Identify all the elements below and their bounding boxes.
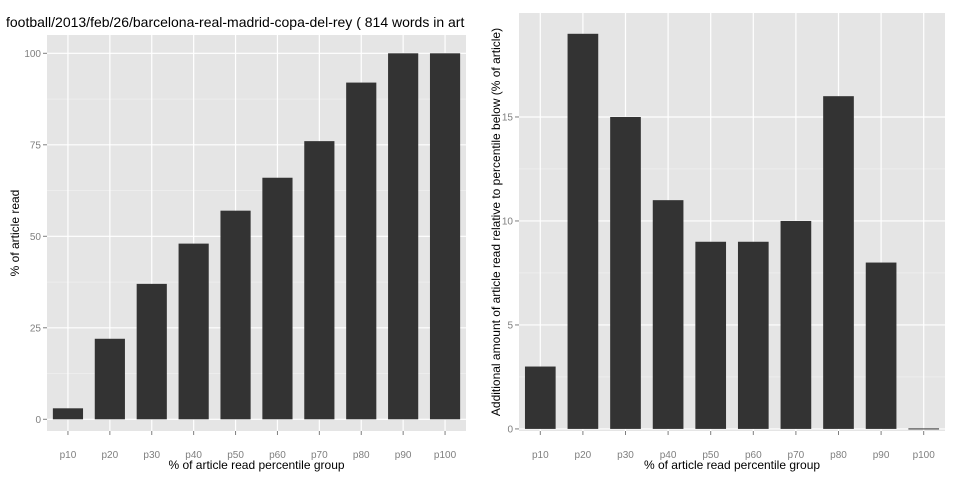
- right-y-axis-title: Additional amount of article read relati…: [489, 28, 503, 416]
- y-tick-label: 25: [30, 323, 42, 334]
- x-tick-label: p70: [311, 450, 328, 461]
- x-tick-label: p10: [532, 450, 549, 461]
- bar-p100: [429, 53, 461, 420]
- x-tick-label: p10: [60, 450, 77, 461]
- y-tick-label: 50: [30, 232, 42, 243]
- bar-p60: [737, 241, 769, 429]
- left-y-ticks: 0 25 50 75 100: [24, 49, 47, 426]
- x-tick-label: p40: [185, 450, 202, 461]
- x-tick-label: p90: [395, 450, 412, 461]
- bar-p40: [652, 200, 684, 429]
- right-x-axis-title: % of article read percentile group: [644, 458, 820, 472]
- bar-p20: [567, 33, 599, 429]
- left-bars: [52, 53, 461, 420]
- bar-p80: [346, 82, 377, 420]
- x-tick-label: p100: [913, 450, 936, 461]
- x-tick-label: p30: [143, 450, 160, 461]
- x-tick-label: p50: [702, 450, 719, 461]
- y-tick-label: 10: [502, 216, 514, 227]
- bar-p50: [695, 241, 727, 429]
- bar-p90: [865, 262, 897, 429]
- x-tick-label: p40: [660, 450, 677, 461]
- right-x-ticks: p10 p20 p30 p40 p50 p60 p70 p80 p90 p100: [532, 431, 935, 461]
- x-tick-label: p20: [575, 450, 592, 461]
- y-tick-label: 75: [30, 140, 42, 151]
- right-chart: 0 5 10 15 p10 p20 p30 p40 p50 p60 p70 p80 p90 p100 %…: [489, 13, 945, 472]
- bar-p70: [780, 220, 812, 429]
- bar-p60: [262, 177, 293, 420]
- left-chart-title: football/2013/feb/26/barcelona-real-madr…: [6, 14, 464, 30]
- bar-p40: [178, 243, 209, 420]
- y-tick-label: 0: [35, 415, 41, 426]
- x-tick-label: p80: [830, 450, 847, 461]
- x-tick-label: p100: [434, 450, 457, 461]
- bar-p100: [908, 428, 940, 430]
- bar-p90: [388, 53, 419, 420]
- bar-p70: [304, 141, 335, 420]
- left-x-axis-title: % of article read percentile group: [168, 458, 344, 472]
- bar-p80: [823, 96, 854, 429]
- bar-p10: [52, 408, 84, 420]
- x-tick-label: p90: [873, 450, 890, 461]
- bar-p50: [220, 210, 251, 420]
- x-tick-label: p60: [269, 450, 286, 461]
- right-bars: [524, 33, 940, 430]
- x-tick-label: p30: [617, 450, 634, 461]
- y-tick-label: 15: [502, 112, 514, 123]
- bar-p10: [524, 366, 556, 429]
- x-tick-label: p20: [102, 450, 119, 461]
- x-tick-label: p60: [745, 450, 762, 461]
- x-tick-label: p80: [353, 450, 370, 461]
- bar-p20: [94, 338, 125, 420]
- bar-p30: [610, 116, 641, 429]
- left-y-axis-title: % of article read: [8, 190, 22, 277]
- x-tick-label: p50: [227, 450, 244, 461]
- y-tick-label: 5: [507, 320, 513, 331]
- left-x-ticks: p10 p20 p30 p40 p50 p60 p70 p80 p90 p100: [60, 431, 457, 461]
- right-y-ticks: 0 5 10 15: [502, 112, 519, 435]
- y-tick-label: 100: [24, 49, 41, 60]
- x-tick-label: p70: [788, 450, 805, 461]
- bar-p30: [136, 283, 167, 420]
- y-tick-label: 0: [507, 424, 513, 435]
